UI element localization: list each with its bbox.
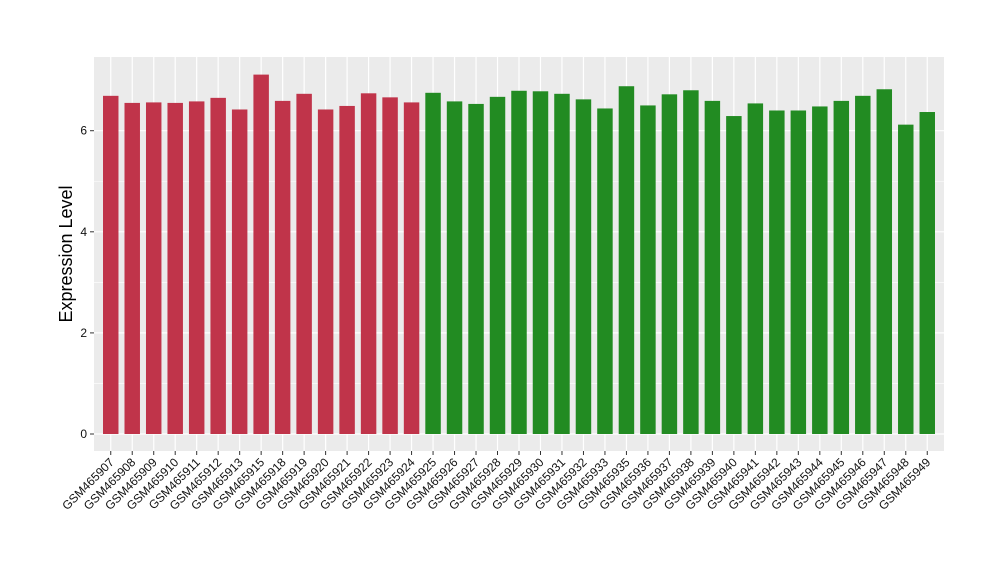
bar: [833, 100, 850, 434]
bars: [103, 74, 935, 435]
bar: [747, 103, 764, 434]
bar: [790, 110, 807, 434]
bar: [124, 102, 140, 435]
y-tick-label: 2: [80, 326, 87, 340]
y-tick-label: 4: [80, 225, 87, 239]
bar: [317, 109, 334, 435]
bar: [231, 109, 248, 435]
bar: [489, 96, 506, 434]
bar: [769, 110, 785, 434]
bar: [554, 93, 570, 435]
bar: [640, 105, 656, 434]
bar: [683, 90, 699, 434]
bar: [274, 100, 291, 434]
bar: [210, 97, 226, 434]
bar: [167, 102, 183, 435]
bar: [726, 116, 742, 435]
bar: [103, 95, 119, 435]
bar: [575, 99, 592, 434]
bar: [532, 91, 549, 434]
bar: [661, 94, 678, 434]
bar: [704, 100, 721, 434]
y-tick-label: 0: [80, 427, 87, 441]
bar: [403, 102, 420, 434]
x-axis: GSM465907GSM465908GSM465909GSM465910GSM4…: [59, 451, 934, 513]
bar: [360, 93, 377, 434]
bar: [188, 101, 205, 434]
y-axis-title: Expression Level: [56, 185, 76, 322]
bar: [253, 74, 269, 434]
bar: [425, 92, 441, 435]
bar: [145, 102, 162, 434]
bar: [339, 105, 355, 434]
bar: [296, 93, 312, 435]
bar: [468, 103, 484, 434]
bar: [382, 97, 398, 435]
bar: [446, 101, 463, 434]
y-axis: 0 2 4 6: [80, 124, 94, 441]
bar: [618, 86, 635, 435]
bar: [597, 108, 613, 435]
bar: [855, 95, 871, 435]
bar: [511, 90, 527, 434]
y-tick-label: 6: [80, 124, 87, 138]
bar: [898, 124, 914, 434]
bar: [876, 89, 893, 435]
bar: [919, 112, 935, 435]
bar: [812, 106, 828, 435]
